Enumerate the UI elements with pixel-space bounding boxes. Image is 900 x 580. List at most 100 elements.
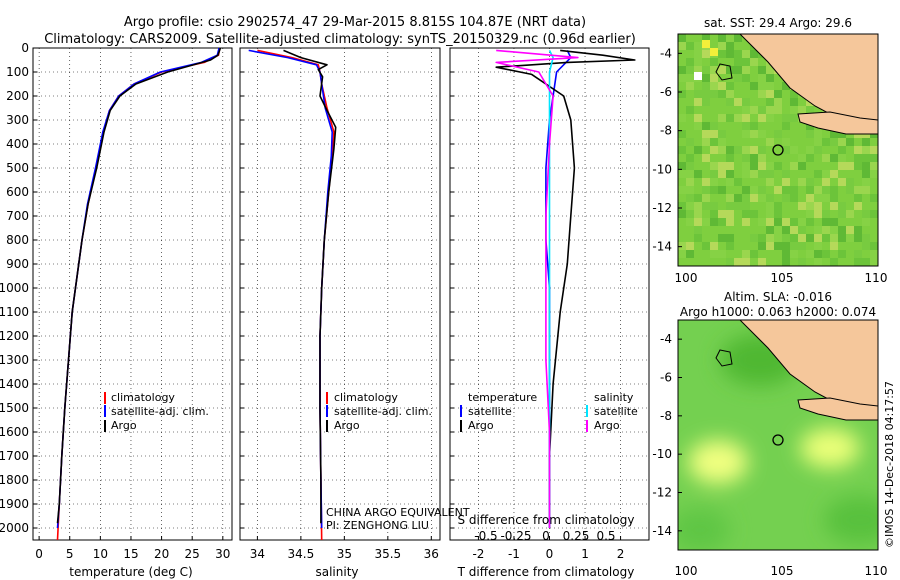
x-tick-label: 0 xyxy=(546,547,554,561)
sst-pixel xyxy=(742,130,750,138)
sst-pixel xyxy=(694,90,702,98)
sst-pixel xyxy=(814,210,822,218)
sst-pixel xyxy=(718,82,726,90)
difference-legend: temperature satellite Argo salinity sate… xyxy=(460,391,638,432)
sst-pixel xyxy=(694,50,702,58)
header-line2: Climatology: CARS2009. Satellite-adjuste… xyxy=(44,32,636,47)
sst-pixel xyxy=(806,186,814,194)
sst-pixel xyxy=(726,82,734,90)
sst-pixel xyxy=(862,186,870,194)
sla-blob xyxy=(824,496,878,544)
sst-pixel xyxy=(758,218,766,226)
sst-map-title: sat. SST: 29.4 Argo: 29.6 xyxy=(704,16,852,30)
sst-pixel xyxy=(750,146,758,154)
sst-pixel xyxy=(742,58,750,66)
sst-pixel xyxy=(798,154,806,162)
sst-pixel xyxy=(710,48,718,56)
series-line-t-argo xyxy=(495,49,636,528)
depth-tick-label: 1000 xyxy=(0,281,29,295)
sst-pixel xyxy=(710,122,718,130)
sst-pixel xyxy=(750,50,758,58)
sst-pixel xyxy=(774,130,782,138)
sst-pixel xyxy=(854,146,862,154)
sst-pixel xyxy=(806,250,814,258)
sst-pixel xyxy=(726,258,734,266)
sst-pixel xyxy=(814,258,822,266)
sst-pixel xyxy=(686,202,694,210)
sla-map-title: Altim. SLA: -0.016 xyxy=(724,290,832,304)
sst-pixel xyxy=(710,130,718,138)
sst-pixel xyxy=(814,170,822,178)
sst-pixel xyxy=(694,234,702,242)
sst-pixel xyxy=(766,74,774,82)
sst-pixel xyxy=(726,146,734,154)
depth-tick-label: 1700 xyxy=(0,449,29,463)
difference-panel: T difference from climatology S differen… xyxy=(449,47,650,579)
sst-pixel xyxy=(726,194,734,202)
sst-pixel xyxy=(694,194,702,202)
difference-xlabel: T difference from climatology xyxy=(457,565,635,579)
legend-label-t-satellite: satellite xyxy=(468,405,512,418)
sst-pixel xyxy=(702,202,710,210)
sst-pixel xyxy=(702,194,710,202)
sst-pixel xyxy=(710,218,718,226)
sst-pixel xyxy=(734,34,742,42)
series-line-argo xyxy=(283,49,337,524)
sst-pixel xyxy=(678,242,686,250)
depth-tick-label: 300 xyxy=(6,113,29,127)
x-tick-label: -2 xyxy=(472,547,484,561)
sst-pixel xyxy=(726,154,734,162)
sst-pixel xyxy=(694,98,702,106)
sst-pixel xyxy=(718,66,726,74)
sst-pixel xyxy=(678,130,686,138)
salinity-xlabel: salinity xyxy=(315,565,358,579)
sst-pixel xyxy=(678,210,686,218)
sst-pixel xyxy=(718,130,726,138)
sst-pixel xyxy=(838,162,846,170)
depth-tick-label: 1800 xyxy=(0,473,29,487)
sst-pixel xyxy=(710,250,718,258)
sst-pixel xyxy=(838,130,846,138)
sst-pixel xyxy=(838,146,846,154)
sst-pixel xyxy=(838,234,846,242)
sst-pixel xyxy=(742,162,750,170)
sst-pixel xyxy=(830,138,838,146)
sst-pixel xyxy=(758,82,766,90)
sst-pixel xyxy=(838,202,846,210)
sst-pixel xyxy=(790,226,798,234)
sla-map-frame xyxy=(677,319,879,551)
sst-pixel xyxy=(742,154,750,162)
sst-pixel xyxy=(814,250,822,258)
sst-pixel xyxy=(822,226,830,234)
series-line-s-argo xyxy=(495,49,579,528)
sst-pixel xyxy=(870,146,878,154)
sst-pixel xyxy=(718,90,726,98)
sst-pixel xyxy=(766,98,774,106)
sst-pixel xyxy=(758,106,766,114)
x-tick-label: 34 xyxy=(250,547,265,561)
sst-pixel xyxy=(790,234,798,242)
footer-stamp: ©IMOS 14-Dec-2018 04:17:57 xyxy=(883,381,896,548)
depth-tick-label: 1600 xyxy=(0,425,29,439)
sst-pixel xyxy=(830,226,838,234)
sst-pixel xyxy=(790,250,798,258)
sst-pixel xyxy=(750,58,758,66)
sst-pixel xyxy=(734,98,742,106)
sst-pixel xyxy=(782,234,790,242)
annotation-institution: CHINA ARGO EQUIVALENT xyxy=(326,506,470,519)
sla-map: Altim. SLA: -0.016 Argo h1000: 0.063 h20… xyxy=(652,290,887,578)
sst-pixel xyxy=(702,186,710,194)
sst-pixel xyxy=(742,258,750,266)
grid xyxy=(33,47,232,540)
sst-pixel xyxy=(742,106,750,114)
sst-pixel xyxy=(758,66,766,74)
sst-pixel xyxy=(766,194,774,202)
sst-pixel xyxy=(678,42,686,50)
sst-pixel xyxy=(806,122,814,130)
sst-pixel xyxy=(726,98,734,106)
depth-tick-label: 1200 xyxy=(0,329,29,343)
sst-map-frame xyxy=(677,33,879,267)
sst-pixel xyxy=(686,82,694,90)
sst-pixel xyxy=(726,90,734,98)
temperature-axes-frame xyxy=(32,47,233,541)
